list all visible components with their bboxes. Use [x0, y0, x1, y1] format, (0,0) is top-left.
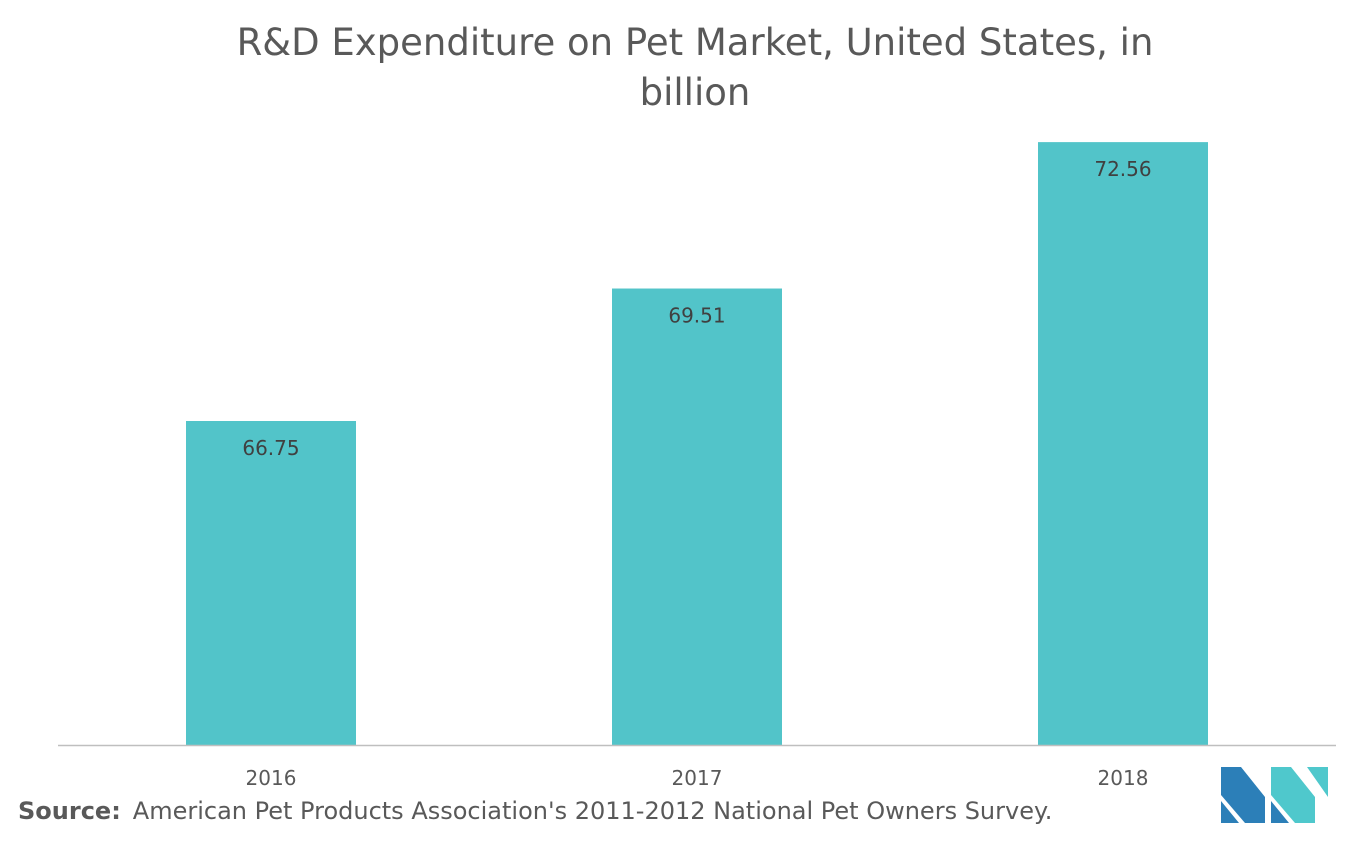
- logo-shape-left: [1221, 767, 1265, 823]
- x-tick-label-2017: 2017: [672, 766, 723, 790]
- logo-shape-corner: [1221, 801, 1239, 823]
- source-label: Source:: [18, 797, 121, 825]
- x-tick-label-2016: 2016: [246, 766, 297, 790]
- logo-shape-right: [1307, 767, 1328, 797]
- source-note: Source: American Pet Products Association…: [18, 797, 1052, 825]
- bar-2017: [612, 288, 782, 745]
- data-label-2017: 69.51: [668, 304, 725, 328]
- chart-title: R&D Expenditure on Pet Market, United St…: [236, 21, 1154, 114]
- source-text: American Pet Products Association's 2011…: [132, 797, 1053, 825]
- mordor-logo-icon: [1221, 767, 1328, 823]
- bar-2016: [186, 421, 356, 745]
- data-label-2018: 72.56: [1094, 157, 1151, 181]
- bar-2018: [1038, 142, 1208, 745]
- bars-layer: [186, 142, 1208, 745]
- labels-layer: 66.75 2016 69.51 2017 72.56 2018: [242, 157, 1151, 790]
- logo-shape-mid-corner: [1271, 801, 1289, 823]
- data-label-2016: 66.75: [242, 436, 299, 460]
- x-tick-label-2018: 2018: [1098, 766, 1149, 790]
- logo-shape-mid: [1271, 767, 1315, 823]
